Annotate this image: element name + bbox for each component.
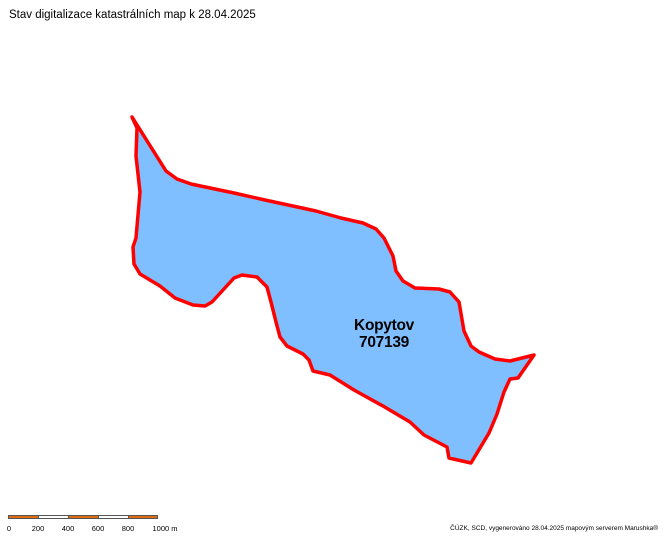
scale-bar: 0 200 400 600 800 1000 m — [6, 515, 178, 537]
scale-segment — [98, 515, 129, 519]
scale-segment — [128, 515, 158, 519]
scale-label-0: 0 — [6, 524, 12, 533]
scale-label-200: 200 — [31, 524, 45, 533]
cadastral-area-polygon[interactable] — [130, 115, 536, 465]
map-title: Stav digitalizace katastrálních map k 28… — [9, 9, 256, 21]
scale-label-600: 600 — [91, 524, 105, 533]
scale-segment — [38, 515, 69, 519]
parcel-code: 707139 — [359, 334, 409, 351]
map-attribution: ČÚZK, SCD, vygenerováno 28.04.2025 mapov… — [450, 525, 658, 532]
scale-segment — [8, 515, 39, 519]
scale-label-1000: 1000 m — [152, 524, 178, 533]
parcel-name: Kopytov — [354, 317, 414, 334]
scale-label-400: 400 — [61, 524, 75, 533]
parcel-label: Kopytov 707139 — [334, 317, 434, 351]
scale-segment — [68, 515, 99, 519]
scale-label-800: 800 — [121, 524, 135, 533]
